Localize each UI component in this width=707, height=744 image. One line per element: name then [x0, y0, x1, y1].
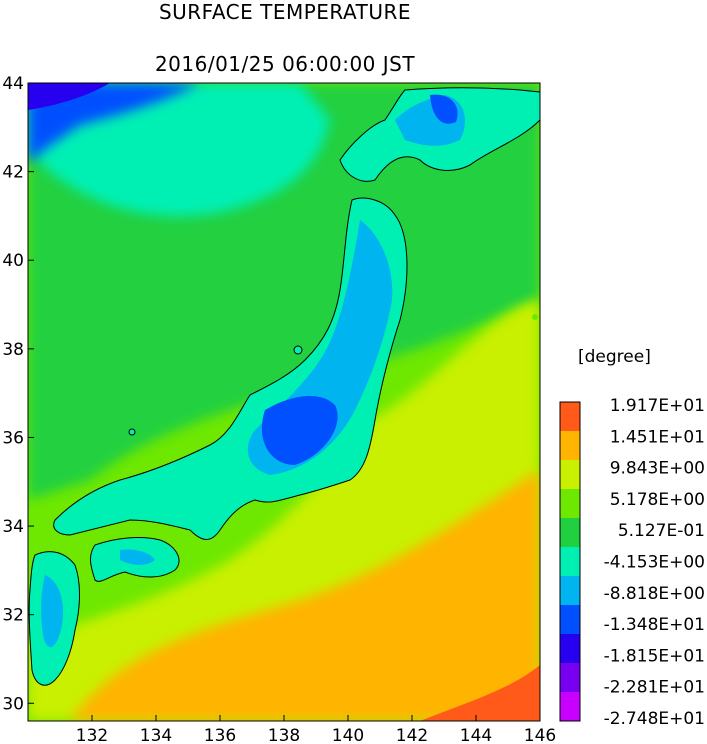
- x-tick-label: 144: [460, 726, 492, 744]
- x-tick-label: 146: [524, 726, 556, 744]
- x-tick-label: 142: [396, 726, 428, 744]
- legend-label: 1.917E+01: [610, 396, 705, 416]
- legend-label: 1.451E+01: [610, 427, 705, 447]
- y-axis: 44 42 40 38 36 34 32 30: [2, 74, 34, 714]
- legend-label: 9.843E+00: [610, 459, 705, 479]
- shikoku-cold-core: [120, 549, 155, 565]
- legend-unit: [degree]: [578, 347, 651, 367]
- legend-label: -4.153E+00: [604, 553, 705, 573]
- legend-label: 5.127E-01: [618, 521, 705, 541]
- legend-label: -1.348E+01: [604, 615, 705, 635]
- y-tick-label: 36: [2, 428, 24, 448]
- y-tick-label: 30: [2, 694, 24, 714]
- legend-label: -2.281E+01: [604, 678, 705, 698]
- sado-island: [293, 345, 303, 355]
- offshore-island: [532, 314, 538, 320]
- color-legend: 1.917E+01 1.451E+01 9.843E+00 5.178E+00 5.12…: [559, 396, 705, 729]
- sea-band-hot: [420, 665, 540, 721]
- kyushu-cold-core: [41, 575, 64, 648]
- japan-alps: [261, 395, 338, 465]
- y-tick-label: 42: [2, 163, 24, 183]
- legend-swatch: [560, 692, 580, 721]
- legend-swatch: [560, 605, 580, 634]
- legend-swatch: [560, 431, 580, 460]
- sea-band-freezing: [28, 83, 200, 165]
- legend-swatch: [560, 576, 580, 605]
- legend-swatch: [560, 518, 580, 547]
- y-tick-label: 44: [2, 74, 24, 94]
- legend-label: -2.748E+01: [604, 709, 705, 729]
- hokkaido-freezing-core: [430, 94, 458, 124]
- x-axis: 132 134 136 138 140 142 144 146: [76, 715, 556, 744]
- legend-swatch: [560, 634, 580, 663]
- legend-swatch: [560, 460, 580, 489]
- legend-swatch: [560, 547, 580, 576]
- y-tick-label: 40: [2, 251, 24, 271]
- legend-swatch: [560, 663, 580, 692]
- x-tick-label: 132: [76, 726, 108, 744]
- oki-island: [128, 428, 136, 436]
- map-title: SURFACE TEMPERATURE: [158, 0, 412, 24]
- legend-label: 5.178E+00: [610, 490, 705, 510]
- y-tick-label: 38: [2, 340, 24, 360]
- sea-band-warm: [70, 470, 540, 721]
- x-tick-label: 138: [268, 726, 300, 744]
- legend-border: [559, 401, 581, 722]
- sea-band-arctic: [28, 83, 110, 110]
- map-subtitle: 2016/01/25 06:00:00 JST: [154, 52, 416, 76]
- legend-swatch: [560, 489, 580, 518]
- legend-label: -1.815E+01: [604, 646, 705, 666]
- legend-label: -8.818E+00: [604, 584, 705, 604]
- x-tick-label: 134: [140, 726, 172, 744]
- x-tick-label: 140: [332, 726, 364, 744]
- x-tick-label: 136: [204, 726, 236, 744]
- map-field: [28, 83, 540, 721]
- y-tick-label: 32: [2, 606, 24, 626]
- y-tick-label: 34: [2, 517, 24, 537]
- legend-swatch: [560, 402, 580, 431]
